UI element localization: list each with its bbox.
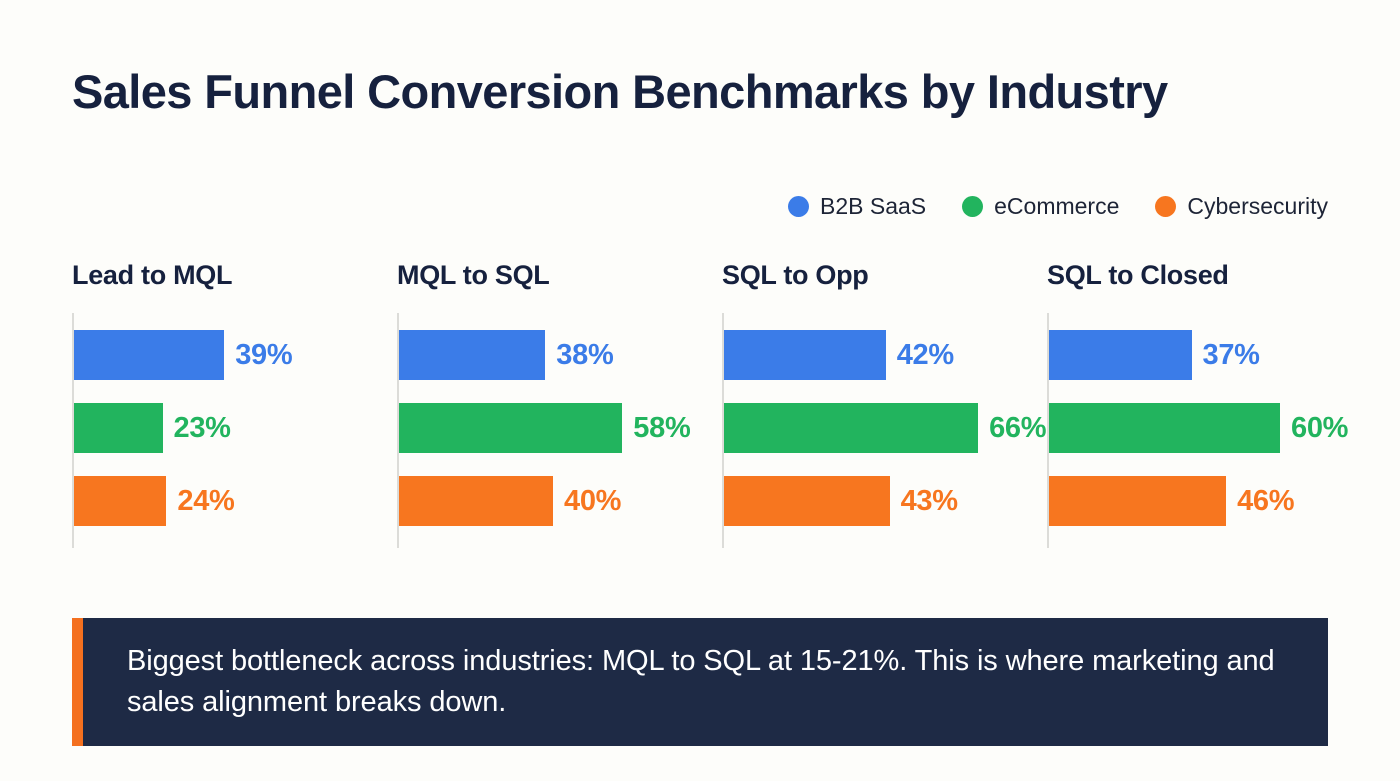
callout-body: Biggest bottleneck across industries: MQ…	[83, 618, 1328, 746]
bar-value-label: 38%	[556, 338, 614, 371]
panel-axis-line	[722, 313, 724, 548]
bar-cybersecurity	[74, 476, 167, 526]
bar-cybersecurity	[1049, 476, 1227, 526]
legend-label: Cybersecurity	[1187, 193, 1328, 219]
legend-swatch-circle-icon	[787, 196, 809, 217]
bar-row: 40%	[399, 476, 621, 526]
bar-ecommerce	[399, 403, 623, 453]
panel-bars: 37% 60% 46%	[1049, 313, 1372, 548]
bar-row: 46%	[1049, 476, 1295, 526]
bar-value-label: 37%	[1202, 338, 1260, 371]
legend-label: B2B SaaS	[819, 193, 927, 219]
legend-swatch-circle-icon	[962, 196, 984, 217]
panel-bars: 42% 66% 43%	[724, 313, 1047, 548]
legend-item-b2b-saas: B2B SaaS	[787, 193, 927, 220]
bar-cybersecurity	[399, 476, 553, 526]
bar-value-label: 58%	[633, 411, 691, 444]
chart-legend: B2B SaaS eCommerce Cybersecurity	[787, 193, 1328, 220]
bar-value-label: 39%	[235, 338, 293, 371]
bar-value-label: 42%	[896, 338, 954, 371]
callout-text: Biggest bottleneck across industries: MQ…	[127, 644, 1275, 718]
bar-row: 37%	[1049, 330, 1260, 380]
chart-panel-sql-to-closed: SQL to Closed 37% 60% 46%	[1047, 260, 1372, 550]
panel-axis-line	[397, 313, 399, 548]
panel-axis-line	[1047, 313, 1049, 548]
panel-title: SQL to Closed	[1047, 260, 1229, 290]
chart-panels: Lead to MQL 39% 23% 24% MQL to SQL	[72, 260, 1348, 550]
legend-item-ecommerce: eCommerce	[962, 193, 1119, 220]
bar-b2b-saas	[724, 330, 886, 380]
chart-panel-lead-to-mql: Lead to MQL 39% 23% 24%	[72, 260, 397, 550]
bar-b2b-saas	[399, 330, 546, 380]
callout-box: Biggest bottleneck across industries: MQ…	[72, 618, 1328, 746]
bar-value-label: 43%	[900, 484, 958, 517]
bar-row: 43%	[724, 476, 958, 526]
bar-b2b-saas	[1049, 330, 1192, 380]
panel-title: MQL to SQL	[397, 260, 550, 290]
chart-panel-sql-to-opp: SQL to Opp 42% 66% 43%	[722, 260, 1047, 550]
panel-title: SQL to Opp	[722, 260, 869, 290]
bar-value-label: 60%	[1291, 411, 1349, 444]
bar-row: 58%	[399, 403, 691, 453]
bar-ecommerce	[724, 403, 979, 453]
panel-bars: 39% 23% 24%	[74, 313, 397, 548]
bar-ecommerce	[1049, 403, 1280, 453]
page-title: Sales Funnel Conversion Benchmarks by In…	[72, 65, 1168, 118]
bar-value-label: 23%	[173, 411, 231, 444]
legend-swatch-circle-icon	[1155, 196, 1177, 217]
bar-value-label: 66%	[989, 411, 1047, 444]
bar-cybersecurity	[724, 476, 890, 526]
bar-value-label: 46%	[1237, 484, 1295, 517]
panel-title: Lead to MQL	[72, 260, 233, 290]
bar-value-label: 40%	[564, 484, 622, 517]
bar-row: 60%	[1049, 403, 1348, 453]
bar-row: 23%	[74, 403, 231, 453]
bar-row: 38%	[399, 330, 614, 380]
bar-row: 39%	[74, 330, 293, 380]
bar-row: 66%	[724, 403, 1047, 453]
callout-accent-bar	[72, 618, 83, 746]
bar-row: 42%	[724, 330, 954, 380]
bar-row: 24%	[74, 476, 235, 526]
panel-axis-line	[72, 313, 74, 548]
legend-label: eCommerce	[994, 193, 1120, 219]
bar-b2b-saas	[74, 330, 225, 380]
chart-panel-mql-to-sql: MQL to SQL 38% 58% 40%	[397, 260, 722, 550]
legend-item-cybersecurity: Cybersecurity	[1155, 193, 1328, 220]
bar-value-label: 24%	[177, 484, 235, 517]
panel-bars: 38% 58% 40%	[399, 313, 722, 548]
bar-ecommerce	[74, 403, 163, 453]
